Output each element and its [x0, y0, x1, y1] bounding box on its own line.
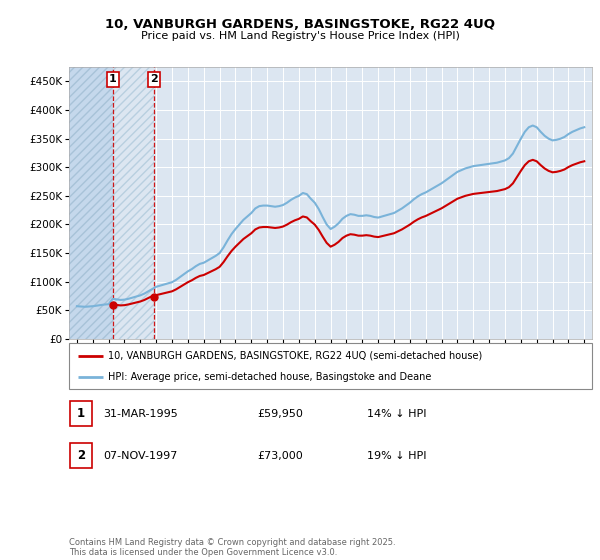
Text: 1: 1: [109, 74, 116, 85]
Text: HPI: Average price, semi-detached house, Basingstoke and Deane: HPI: Average price, semi-detached house,…: [108, 372, 431, 382]
Text: 14% ↓ HPI: 14% ↓ HPI: [367, 409, 427, 419]
Text: Contains HM Land Registry data © Crown copyright and database right 2025.
This d: Contains HM Land Registry data © Crown c…: [69, 538, 395, 557]
Bar: [70, 402, 92, 426]
Text: 10, VANBURGH GARDENS, BASINGSTOKE, RG22 4UQ: 10, VANBURGH GARDENS, BASINGSTOKE, RG22 …: [105, 18, 495, 31]
Text: 2: 2: [150, 74, 158, 85]
Bar: [69, 67, 113, 339]
Text: £73,000: £73,000: [257, 451, 303, 461]
Bar: [70, 444, 92, 468]
Text: Price paid vs. HM Land Registry's House Price Index (HPI): Price paid vs. HM Land Registry's House …: [140, 31, 460, 41]
Text: 1: 1: [77, 407, 85, 421]
Text: £59,950: £59,950: [257, 409, 303, 419]
Text: 10, VANBURGH GARDENS, BASINGSTOKE, RG22 4UQ (semi-detached house): 10, VANBURGH GARDENS, BASINGSTOKE, RG22 …: [108, 351, 482, 361]
Text: 2: 2: [77, 449, 85, 463]
Bar: [113, 67, 154, 339]
Text: 19% ↓ HPI: 19% ↓ HPI: [367, 451, 427, 461]
Text: 07-NOV-1997: 07-NOV-1997: [103, 451, 178, 461]
Text: 31-MAR-1995: 31-MAR-1995: [103, 409, 178, 419]
